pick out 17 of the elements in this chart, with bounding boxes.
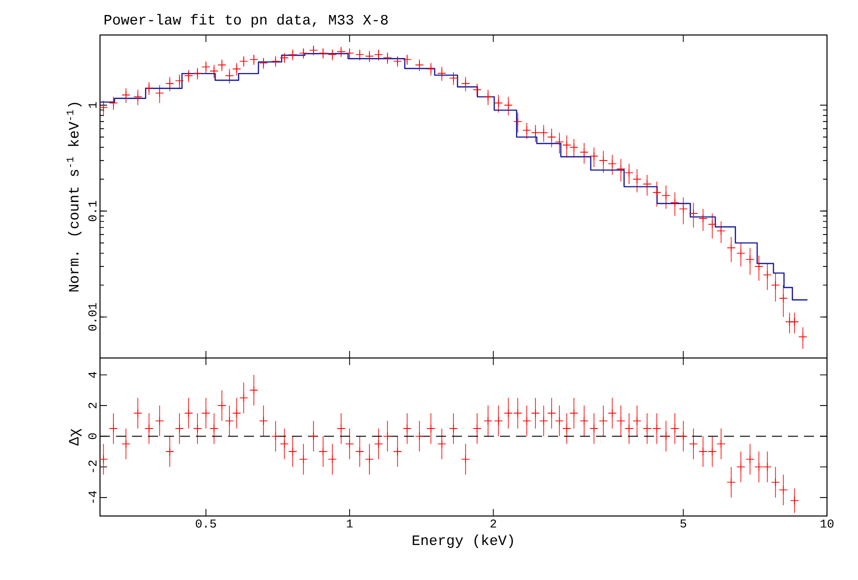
x-tick-label: 5 bbox=[680, 520, 686, 528]
y-tick-label: -2 bbox=[88, 460, 96, 472]
y-tick-label: 1 bbox=[88, 102, 96, 108]
x-tick-label: 2 bbox=[490, 520, 496, 528]
y-axis-title: Δχ bbox=[68, 428, 82, 446]
y-tick-label: 4 bbox=[88, 372, 96, 378]
x-tick-label: 10 bbox=[820, 520, 834, 528]
x-axis-title: Energy (keV) bbox=[412, 534, 513, 548]
x-tick-label: 0.5 bbox=[196, 520, 216, 528]
y-tick-label: 0 bbox=[88, 433, 96, 440]
y-tick-label: 2 bbox=[88, 402, 96, 408]
chart-title: Power-law fit to pn data, M33 X-8 bbox=[104, 14, 388, 28]
y-tick-label: -4 bbox=[88, 490, 96, 503]
y-axis-title: Norm. (count s$^{-1}$ keV$^{-1}$) bbox=[66, 102, 82, 292]
y-tick-label: 0.1 bbox=[88, 200, 96, 222]
y-tick-label: 0.01 bbox=[88, 303, 96, 331]
x-tick-label: 1 bbox=[346, 520, 353, 528]
